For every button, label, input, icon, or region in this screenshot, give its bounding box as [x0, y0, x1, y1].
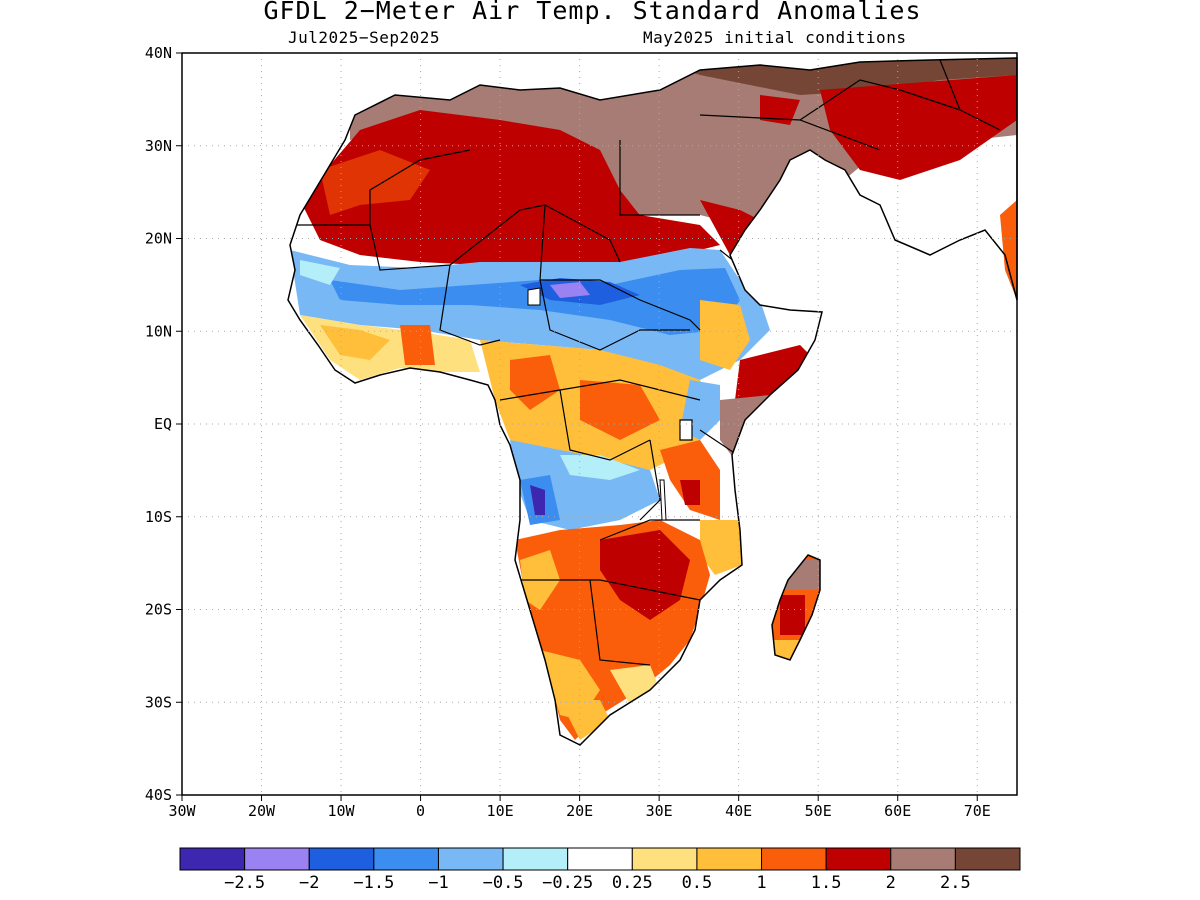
colorbar-swatch	[954, 847, 1021, 871]
lon-tick-label: 10W	[328, 802, 356, 820]
colorbar: −2.5 −2 −1.5 −1 −0.5 −0.25 0.25 0.5 1 1.5 2 2.5	[179, 847, 1021, 893]
colorbar-label: −1.5	[353, 873, 394, 893]
colorbar-swatch	[502, 847, 569, 871]
lat-tick-label: 10N	[145, 322, 172, 340]
lat-tick-label: 40N	[145, 44, 172, 62]
colorbar-label: −0.25	[542, 873, 593, 893]
colorbar-label: −2.5	[224, 873, 265, 893]
valid-period-subtitle: Jul2025−Sep2025	[288, 28, 440, 47]
colorbar-swatch	[761, 847, 827, 871]
colorbar-swatch	[696, 847, 763, 871]
longitude-axis: 30W 20W 10W 0 10E 20E 30E 40E 50E 60E 70E	[168, 795, 991, 820]
colorbar-swatch	[437, 847, 504, 871]
colorbar-label: 2	[886, 873, 896, 893]
lat-tick-label: 20S	[145, 601, 172, 619]
colorbar-label: 0.5	[682, 873, 713, 893]
lake-chad	[527, 287, 541, 306]
colorbar-swatch	[308, 847, 375, 871]
lat-tick-label: EQ	[154, 415, 172, 433]
lon-tick-label: 30E	[646, 802, 673, 820]
lon-tick-label: 0	[416, 802, 425, 820]
colorbar-label: −1	[428, 873, 448, 893]
colorbar-label: −0.5	[483, 873, 524, 893]
colorbar-swatch	[890, 847, 956, 871]
lon-tick-label: 70E	[964, 802, 991, 820]
lat-tick-label: 40S	[145, 786, 172, 804]
lon-tick-label: 10E	[487, 802, 514, 820]
colorbar-swatch	[567, 847, 633, 871]
lon-tick-label: 60E	[884, 802, 911, 820]
colorbar-label: 2.5	[940, 873, 971, 893]
colorbar-label: 1	[756, 873, 766, 893]
lon-tick-label: 20E	[566, 802, 593, 820]
colorbar-label: 1.5	[811, 873, 842, 893]
lat-tick-label: 20N	[145, 230, 172, 248]
colorbar-label: 0.25	[612, 873, 653, 893]
graticule	[182, 53, 1017, 795]
india-edge-shading	[1000, 200, 1017, 300]
lon-tick-label: 20W	[248, 802, 276, 820]
colorbar-swatch	[825, 847, 892, 871]
lon-tick-label: 50E	[805, 802, 832, 820]
latitude-axis: 40N 30N 20N 10N EQ 10S 20S 30S 40S	[145, 44, 182, 804]
colorbar-swatch	[631, 847, 698, 871]
lat-tick-label: 30N	[145, 137, 172, 155]
lon-tick-label: 30W	[168, 802, 196, 820]
map-title: GFDL 2−Meter Air Temp. Standard Anomalie…	[263, 0, 922, 25]
initial-conditions-subtitle: May2025 initial conditions	[643, 28, 907, 47]
lake-victoria	[679, 419, 693, 441]
madagascar-coastline	[771, 554, 821, 661]
colorbar-label: −2	[299, 873, 319, 893]
lat-tick-label: 30S	[145, 693, 172, 711]
lat-tick-label: 10S	[145, 508, 172, 526]
colorbar-swatch	[179, 847, 246, 871]
lake-tanganyika	[659, 479, 667, 521]
colorbar-swatch	[244, 847, 310, 871]
colorbar-swatch	[373, 847, 439, 871]
lon-tick-label: 40E	[725, 802, 752, 820]
